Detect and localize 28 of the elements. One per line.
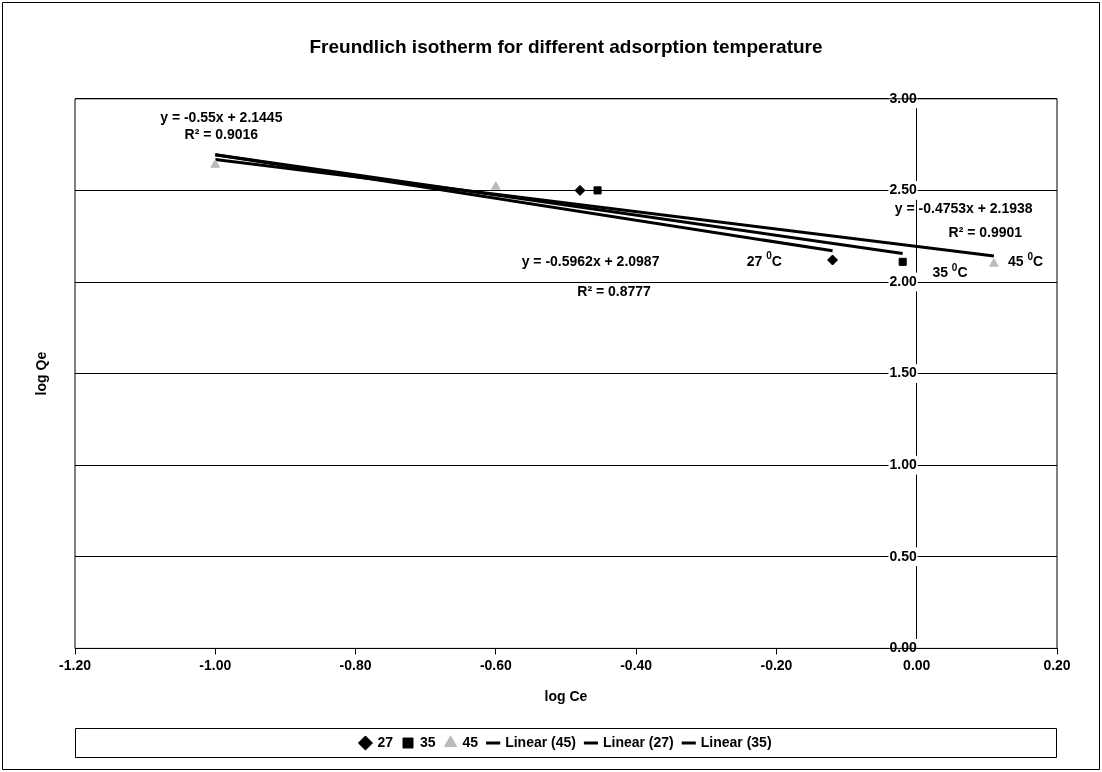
annotation: R² = 0.9016: [184, 125, 259, 142]
y-tick-label: 0.50: [889, 547, 917, 564]
x-tick-label: -1.20: [59, 656, 92, 673]
x-tick-label: -0.60: [479, 656, 513, 673]
annotation: R² = 0.8777: [577, 283, 652, 300]
legend-label: Linear (35): [700, 733, 772, 750]
y-tick-label: 1.00: [889, 456, 917, 473]
y-tick-label: 1.50: [889, 364, 917, 381]
legend-label: 27: [377, 733, 394, 750]
x-tick-label: 0.20: [1043, 656, 1071, 673]
legend-label: 45: [462, 733, 479, 750]
legend-label: 35: [420, 733, 436, 750]
x-axis-title: log Ce: [544, 688, 588, 705]
x-tick-label: -0.40: [620, 656, 653, 673]
x-tick-label: -0.80: [339, 656, 372, 673]
x-tick-label: 0.00: [903, 656, 931, 673]
annotation: y = -0.55x + 2.1445: [160, 109, 283, 126]
legend-label: Linear (45): [505, 733, 576, 750]
x-tick-label: -1.00: [199, 656, 232, 673]
legend-label: Linear (27): [602, 733, 674, 750]
annotation: y = -0.4753x + 2.1938: [894, 200, 1033, 217]
y-tick-label: 2.50: [889, 181, 917, 198]
y-axis-title: log Qe: [32, 351, 49, 396]
chart-title: Freundlich isotherm for different adsorption temperature: [309, 35, 823, 57]
x-tick-label: -0.20: [760, 656, 793, 673]
y-tick-label: 2.00: [889, 272, 917, 289]
annotation: y = -0.5962x + 2.0987: [521, 253, 660, 270]
annotation: R² = 0.9901: [948, 224, 1023, 241]
